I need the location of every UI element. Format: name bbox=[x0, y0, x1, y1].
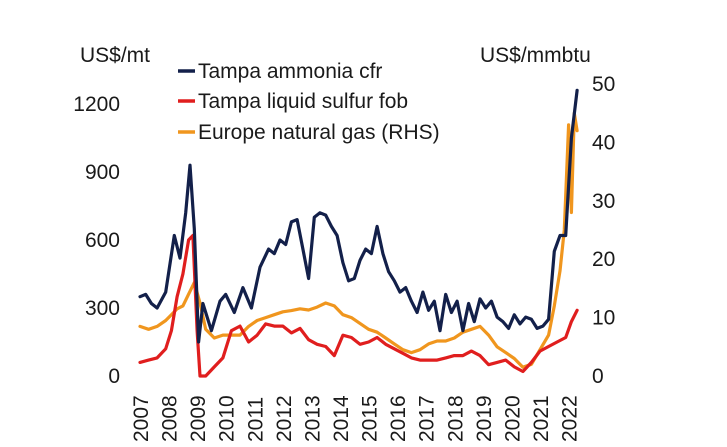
x-tick-label: 2015 bbox=[359, 395, 382, 442]
left-tick-label: 1200 bbox=[73, 93, 120, 116]
x-tick-label: 2013 bbox=[301, 395, 324, 442]
x-tick-label: 2014 bbox=[330, 395, 353, 442]
x-tick-label: 2021 bbox=[530, 395, 553, 442]
right-tick-label: 50 bbox=[592, 73, 615, 96]
x-tick-label: 2022 bbox=[559, 395, 582, 442]
legend: Tampa ammonia cfr Tampa liquid sulfur fob… bbox=[178, 60, 440, 144]
right-tick-label: 0 bbox=[592, 365, 604, 388]
left-tick-label: 600 bbox=[85, 229, 120, 252]
right-axis-ticks: 0 10 20 30 40 50 bbox=[592, 73, 615, 388]
legend-label: Tampa ammonia cfr bbox=[198, 60, 382, 83]
left-tick-label: 300 bbox=[85, 297, 120, 320]
x-tick-label: 2012 bbox=[273, 395, 296, 442]
x-tick-label: 2010 bbox=[216, 395, 239, 442]
legend-label: Tampa liquid sulfur fob bbox=[198, 90, 408, 113]
x-axis-ticks: 2007 2008 2009 2010 2011 2012 2013 2014 2015 2016… bbox=[130, 395, 582, 442]
x-tick-label: 2009 bbox=[187, 395, 210, 442]
left-tick-label: 900 bbox=[85, 161, 120, 184]
x-tick-label: 2008 bbox=[159, 395, 182, 442]
legend-label: Europe natural gas (RHS) bbox=[198, 121, 440, 144]
right-axis-title: US$/mmbtu bbox=[480, 44, 591, 67]
series-line-2 bbox=[138, 111, 579, 369]
right-tick-label: 10 bbox=[592, 307, 615, 330]
series-layer bbox=[138, 88, 579, 378]
right-tick-label: 30 bbox=[592, 190, 615, 213]
x-tick-label: 2018 bbox=[444, 395, 467, 442]
x-tick-label: 2017 bbox=[416, 395, 439, 442]
left-tick-label: 0 bbox=[108, 365, 120, 388]
x-tick-label: 2011 bbox=[244, 397, 267, 442]
left-axis-title: US$/mt bbox=[80, 44, 150, 67]
x-tick-label: 2019 bbox=[473, 395, 496, 442]
series-line-0 bbox=[138, 88, 579, 344]
right-tick-label: 40 bbox=[592, 131, 615, 154]
x-tick-label: 2007 bbox=[130, 395, 153, 442]
right-tick-label: 20 bbox=[592, 248, 615, 271]
x-tick-label: 2020 bbox=[501, 395, 524, 442]
x-tick-label: 2016 bbox=[387, 395, 410, 442]
left-axis-ticks: 0 300 600 900 1200 bbox=[73, 93, 120, 388]
